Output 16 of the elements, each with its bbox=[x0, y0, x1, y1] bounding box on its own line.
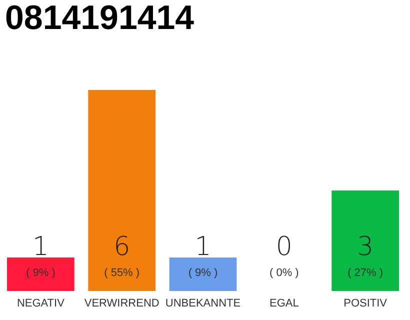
data-label: 0 bbox=[276, 232, 292, 262]
x-tick-label: EGAL bbox=[269, 298, 299, 310]
x-tick-label: NEGATIV bbox=[16, 298, 66, 310]
chart-title: 0814191414 bbox=[5, 0, 194, 37]
annotation: ( 9% ) bbox=[188, 267, 218, 279]
data-label: 3 bbox=[357, 232, 374, 262]
annotation: ( 27% ) bbox=[348, 267, 384, 279]
x-tick-label: VERWIRREND bbox=[84, 298, 160, 310]
x-tick-label: POSITIV bbox=[344, 298, 388, 310]
x-tick-label: UNBEKANNTE bbox=[165, 298, 241, 310]
annotation: ( 0% ) bbox=[269, 267, 299, 279]
annotation: ( 55% ) bbox=[104, 267, 140, 279]
data-label: 6 bbox=[114, 232, 130, 262]
data-label: 1 bbox=[194, 232, 212, 262]
annotation: ( 9% ) bbox=[26, 267, 56, 279]
data-label: 1 bbox=[32, 232, 49, 262]
